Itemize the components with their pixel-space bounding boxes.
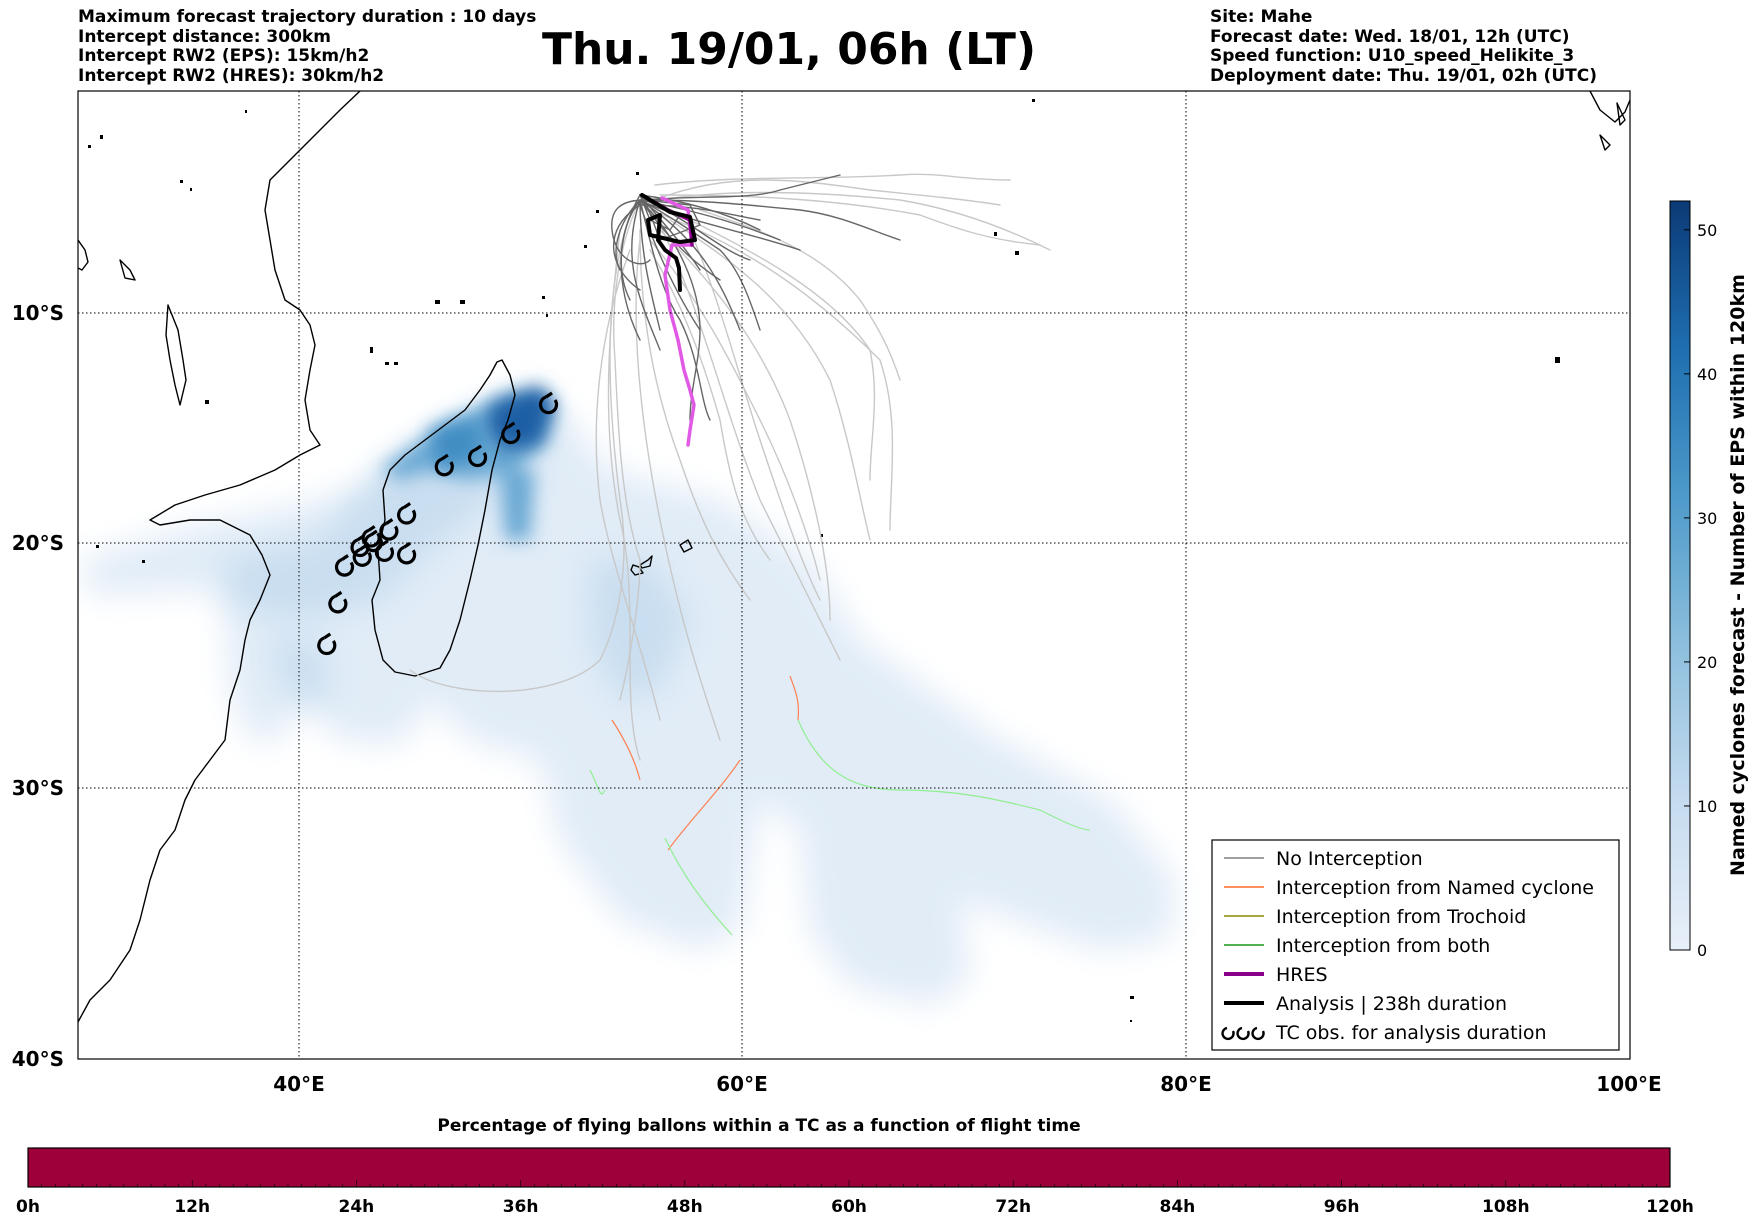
tc-obs-symbol (468, 444, 488, 468)
flight-bar-tick-label: 72h (995, 1197, 1031, 1217)
map-title: Thu. 19/01, 06h (LT) (541, 24, 1037, 75)
tc-obs-symbol (538, 391, 559, 415)
tc-obs-legend-icon (1221, 1026, 1235, 1041)
flight-bar-tick-label: 0h (16, 1197, 40, 1217)
legend-item: TC obs. for analysis duration (1221, 1022, 1547, 1044)
colorbar-tick-label: 10 (1697, 797, 1717, 816)
arabia-coastline (78, 239, 89, 271)
mauritius-coastline (639, 555, 653, 569)
lat-label-40s: 40°S (12, 1047, 64, 1071)
intercept-distance-text: Intercept distance: 300km (78, 26, 331, 47)
flight-bar-tick-label: 84h (1160, 1197, 1196, 1217)
flight-bar-tick-label: 108h (1482, 1197, 1530, 1217)
legend-box (1211, 839, 1620, 1051)
legend-label: TC obs. for analysis duration (1275, 1022, 1547, 1044)
flight-bar-tick-label: 96h (1324, 1197, 1360, 1217)
africa-coastline (78, 91, 361, 1023)
legend-label: Analysis | 238h duration (1276, 993, 1507, 1015)
islands (88, 99, 1560, 1022)
tc-obs-symbol (379, 518, 399, 541)
legend-item: Interception from both (1224, 935, 1490, 957)
tc-obs-symbol (317, 632, 337, 656)
flight-bar-tick-label: 48h (667, 1197, 703, 1217)
madagascar-coastline (371, 359, 516, 677)
trajectories-interception-named-cyclone (611, 675, 800, 851)
lon-label-80e: 80°E (1160, 1072, 1212, 1096)
deployment-date-text: Deployment date: Thu. 19/01, 02h (UTC) (1210, 65, 1597, 86)
map-frame (77, 90, 1631, 1060)
tc-obs-symbol (397, 502, 417, 525)
legend-item: HRES (1224, 964, 1328, 986)
graticule (78, 91, 1630, 1059)
colorbar-tick-label: 0 (1697, 941, 1707, 960)
tc-observation-symbols (317, 391, 559, 656)
trajectories-interception-both (589, 719, 1091, 936)
flight-bar-tick-label: 12h (174, 1197, 210, 1217)
tc-obs-legend-icon (1236, 1026, 1250, 1041)
colorbar-tick-label: 20 (1697, 653, 1717, 672)
forecast-info: Site: Mahe Forecast date: Wed. 18/01, 12… (1210, 7, 1597, 86)
tc-obs-symbol (328, 590, 348, 614)
hres-track (660, 196, 696, 447)
flight-time-bar: 0h 12h 24h 36h 48h 60h 72h 84h 96h 108h 120h (16, 1147, 1694, 1217)
legend-label: Interception from both (1276, 935, 1490, 957)
flight-bar-tick-label: 36h (503, 1197, 539, 1217)
tc-obs-legend-icon (1251, 1026, 1265, 1041)
longitude-labels: 40°E 60°E 80°E 100°E (273, 1072, 1661, 1096)
tc-obs-symbol (374, 539, 395, 562)
flight-bar-tick-label: 60h (831, 1197, 867, 1217)
colorbar-tick-label: 30 (1697, 509, 1717, 528)
lon-label-40e: 40°E (273, 1072, 325, 1096)
max-duration-text: Maximum forecast trajectory duration : 1… (78, 7, 537, 27)
analysis-track (640, 193, 697, 292)
legend-label: No Interception (1276, 848, 1423, 870)
lon-label-100e: 100°E (1596, 1072, 1661, 1096)
legend-item: Analysis | 238h duration (1224, 993, 1507, 1015)
flight-bar-tick-label: 24h (339, 1197, 375, 1217)
flight-bar-title: Percentage of flying ballons within a TC… (437, 1116, 1081, 1136)
lat-label-30s: 30°S (12, 776, 64, 800)
legend-item: Interception from Trochoid (1224, 906, 1526, 928)
lon-label-60e: 60°E (716, 1072, 768, 1096)
density-colorbar: 0 10 20 30 40 50 Named cyclones forecast - Nu… (1669, 200, 1749, 960)
density-colorbar-label: Named cyclones forecast - Number of EPS … (1727, 274, 1749, 876)
forecast-date-text: Forecast date: Wed. 18/01, 12h (UTC) (1210, 26, 1570, 47)
lat-label-10s: 10°S (12, 301, 64, 325)
tc-obs-symbol (334, 554, 355, 577)
lat-label-20s: 20°S (12, 531, 64, 555)
intercept-hres-text: Intercept RW2 (HRES): 30km/h2 (78, 65, 385, 86)
colorbar-tick-label: 50 (1697, 221, 1717, 240)
tc-obs-symbol (501, 421, 521, 445)
run-parameters: Maximum forecast trajectory duration : 1… (78, 7, 537, 86)
legend-label: Interception from Trochoid (1276, 906, 1526, 928)
colorbar-tick-label: 40 (1697, 365, 1717, 384)
legend-label: Interception from Named cyclone (1276, 877, 1594, 899)
tc-obs-symbol (363, 529, 383, 553)
tc-obs-symbol (434, 453, 454, 477)
latitude-labels: 10°S 20°S 30°S 40°S (12, 301, 64, 1071)
density-colorbar-gradient (1669, 200, 1691, 951)
legend: No Interception Interception from Named c… (1211, 839, 1620, 1051)
speed-function-text: Speed function: U10_speed_Helikite_3 (1210, 46, 1575, 66)
site-text: Site: Mahe (1210, 7, 1313, 27)
tc-obs-symbol (397, 541, 417, 565)
flight-bar-tick-label: 120h (1646, 1197, 1694, 1217)
legend-item: No Interception (1224, 848, 1423, 870)
intercept-eps-text: Intercept RW2 (EPS): 15km/h2 (78, 46, 370, 66)
cyclone-density-shading (80, 385, 1175, 1005)
legend-label: HRES (1276, 964, 1328, 986)
legend-item: Interception from Named cyclone (1224, 877, 1594, 899)
tc-obs-symbol (352, 544, 372, 567)
